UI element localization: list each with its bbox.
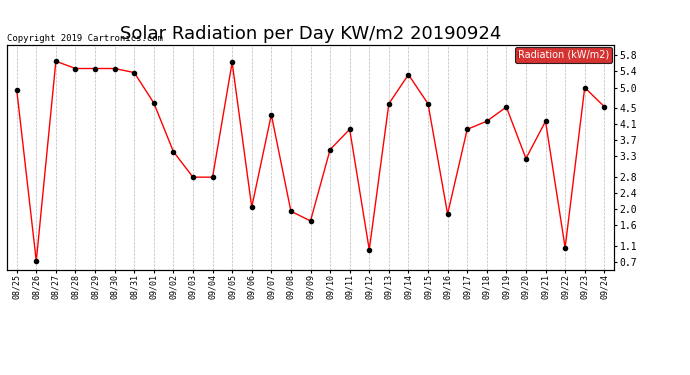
Legend: Radiation (kW/m2): Radiation (kW/m2) <box>515 47 612 63</box>
Title: Solar Radiation per Day KW/m2 20190924: Solar Radiation per Day KW/m2 20190924 <box>120 26 501 44</box>
Text: Copyright 2019 Cartronics.com: Copyright 2019 Cartronics.com <box>7 34 163 43</box>
